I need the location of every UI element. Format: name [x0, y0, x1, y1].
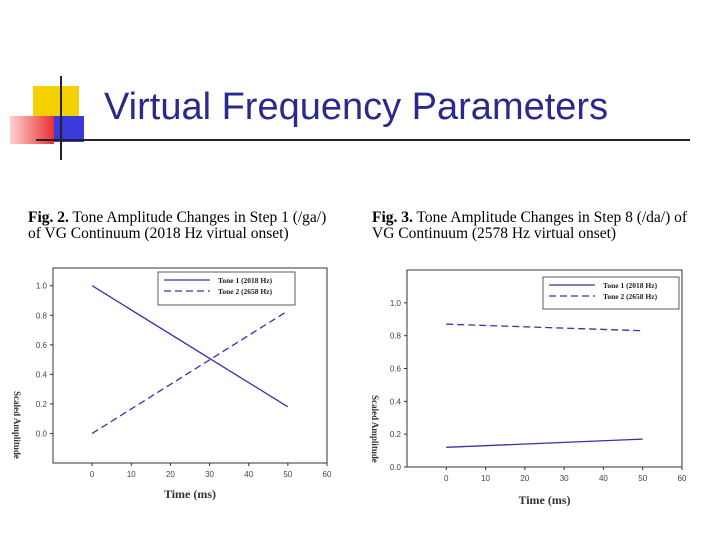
x-axis-label: Time (ms) — [164, 487, 216, 501]
y-tick-label: 0.8 — [36, 311, 48, 320]
x-tick-label: 20 — [520, 474, 529, 483]
logo-vertical-line — [60, 76, 62, 160]
y-tick-label: 0.6 — [390, 365, 402, 374]
plot-frame — [52, 267, 328, 464]
x-tick-label: 10 — [127, 470, 136, 479]
figure-2-caption-line1: Tone Amplitude Changes in Step 1 (/ga/) — [68, 209, 327, 226]
y-tick-label: 1.0 — [390, 299, 402, 308]
x-tick-label: 50 — [283, 470, 292, 479]
figure-2-caption-line2: of VG Continuum (2018 Hz virtual onset) — [28, 225, 289, 242]
legend-label-tone1: Tone 1 (2018 Hz) — [218, 276, 273, 285]
x-tick-label: 30 — [205, 470, 214, 479]
figure-2-number: Fig. 2. — [28, 209, 69, 226]
logo-horizontal-line — [36, 139, 690, 141]
x-tick-label: 0 — [90, 470, 95, 479]
legend-box — [542, 276, 680, 310]
y-tick-label: 0.0 — [36, 429, 48, 438]
y-tick-label: 0.8 — [390, 332, 402, 341]
x-tick-label: 0 — [444, 474, 449, 483]
figure-3-number: Fig. 3. — [372, 209, 413, 226]
y-axis-label: Scaled Amplitude — [12, 391, 22, 459]
legend-box — [157, 271, 296, 306]
figure-3-caption: Fig. 3. Tone Amplitude Changes in Step 8… — [372, 210, 687, 242]
figure-2-caption: Fig. 2. Tone Amplitude Changes in Step 1… — [28, 210, 326, 242]
x-tick-label: 60 — [678, 474, 687, 483]
y-tick-label: 0.2 — [36, 400, 48, 409]
y-tick-label: 0.6 — [36, 341, 48, 350]
series-line-tone2 — [91, 310, 289, 435]
x-tick-label: 40 — [244, 470, 253, 479]
slide-title: Virtual Frequency Parameters — [104, 86, 609, 128]
x-tick-label: 30 — [560, 474, 569, 483]
figure-3-caption-line1: Tone Amplitude Changes in Step 8 (/da/) … — [412, 209, 688, 226]
legend-label-tone1: Tone 1 (2018 Hz) — [603, 281, 658, 290]
y-tick-label: 0.0 — [390, 463, 402, 472]
x-tick-label: 50 — [638, 474, 647, 483]
chart-2: 0 10 20 30 40 50 60 0.0 0.2 0.4 0.6 0.8 1.0 Time (ms)… — [370, 269, 687, 507]
figure-3-caption-line2: VG Continuum (2578 Hz virtual onset) — [372, 225, 617, 242]
series-line-tone2 — [446, 323, 643, 332]
y-axis-label: Scaled Amplitude — [370, 395, 380, 463]
legend-label-tone2: Tone 2 (2658 Hz) — [218, 287, 273, 296]
series-line-tone1 — [91, 285, 289, 408]
x-axis-label: Time (ms) — [518, 493, 570, 507]
x-tick-label: 10 — [481, 474, 490, 483]
series-line-tone1 — [446, 438, 643, 448]
x-tick-label: 40 — [599, 474, 608, 483]
y-tick-label: 0.4 — [390, 397, 402, 406]
logo-blue-square — [54, 116, 84, 142]
y-tick-label: 0.4 — [36, 370, 48, 379]
y-tick-label: 1.0 — [36, 282, 48, 291]
x-tick-label: 20 — [166, 470, 175, 479]
x-tick-label: 60 — [323, 470, 332, 479]
legend-label-tone2: Tone 2 (2658 Hz) — [603, 292, 658, 301]
y-tick-label: 0.2 — [390, 430, 402, 439]
chart-1: 0 10 20 30 40 50 60 0.0 0.2 0.4 0.6 0.8 1.0 Time (ms)… — [12, 267, 332, 501]
